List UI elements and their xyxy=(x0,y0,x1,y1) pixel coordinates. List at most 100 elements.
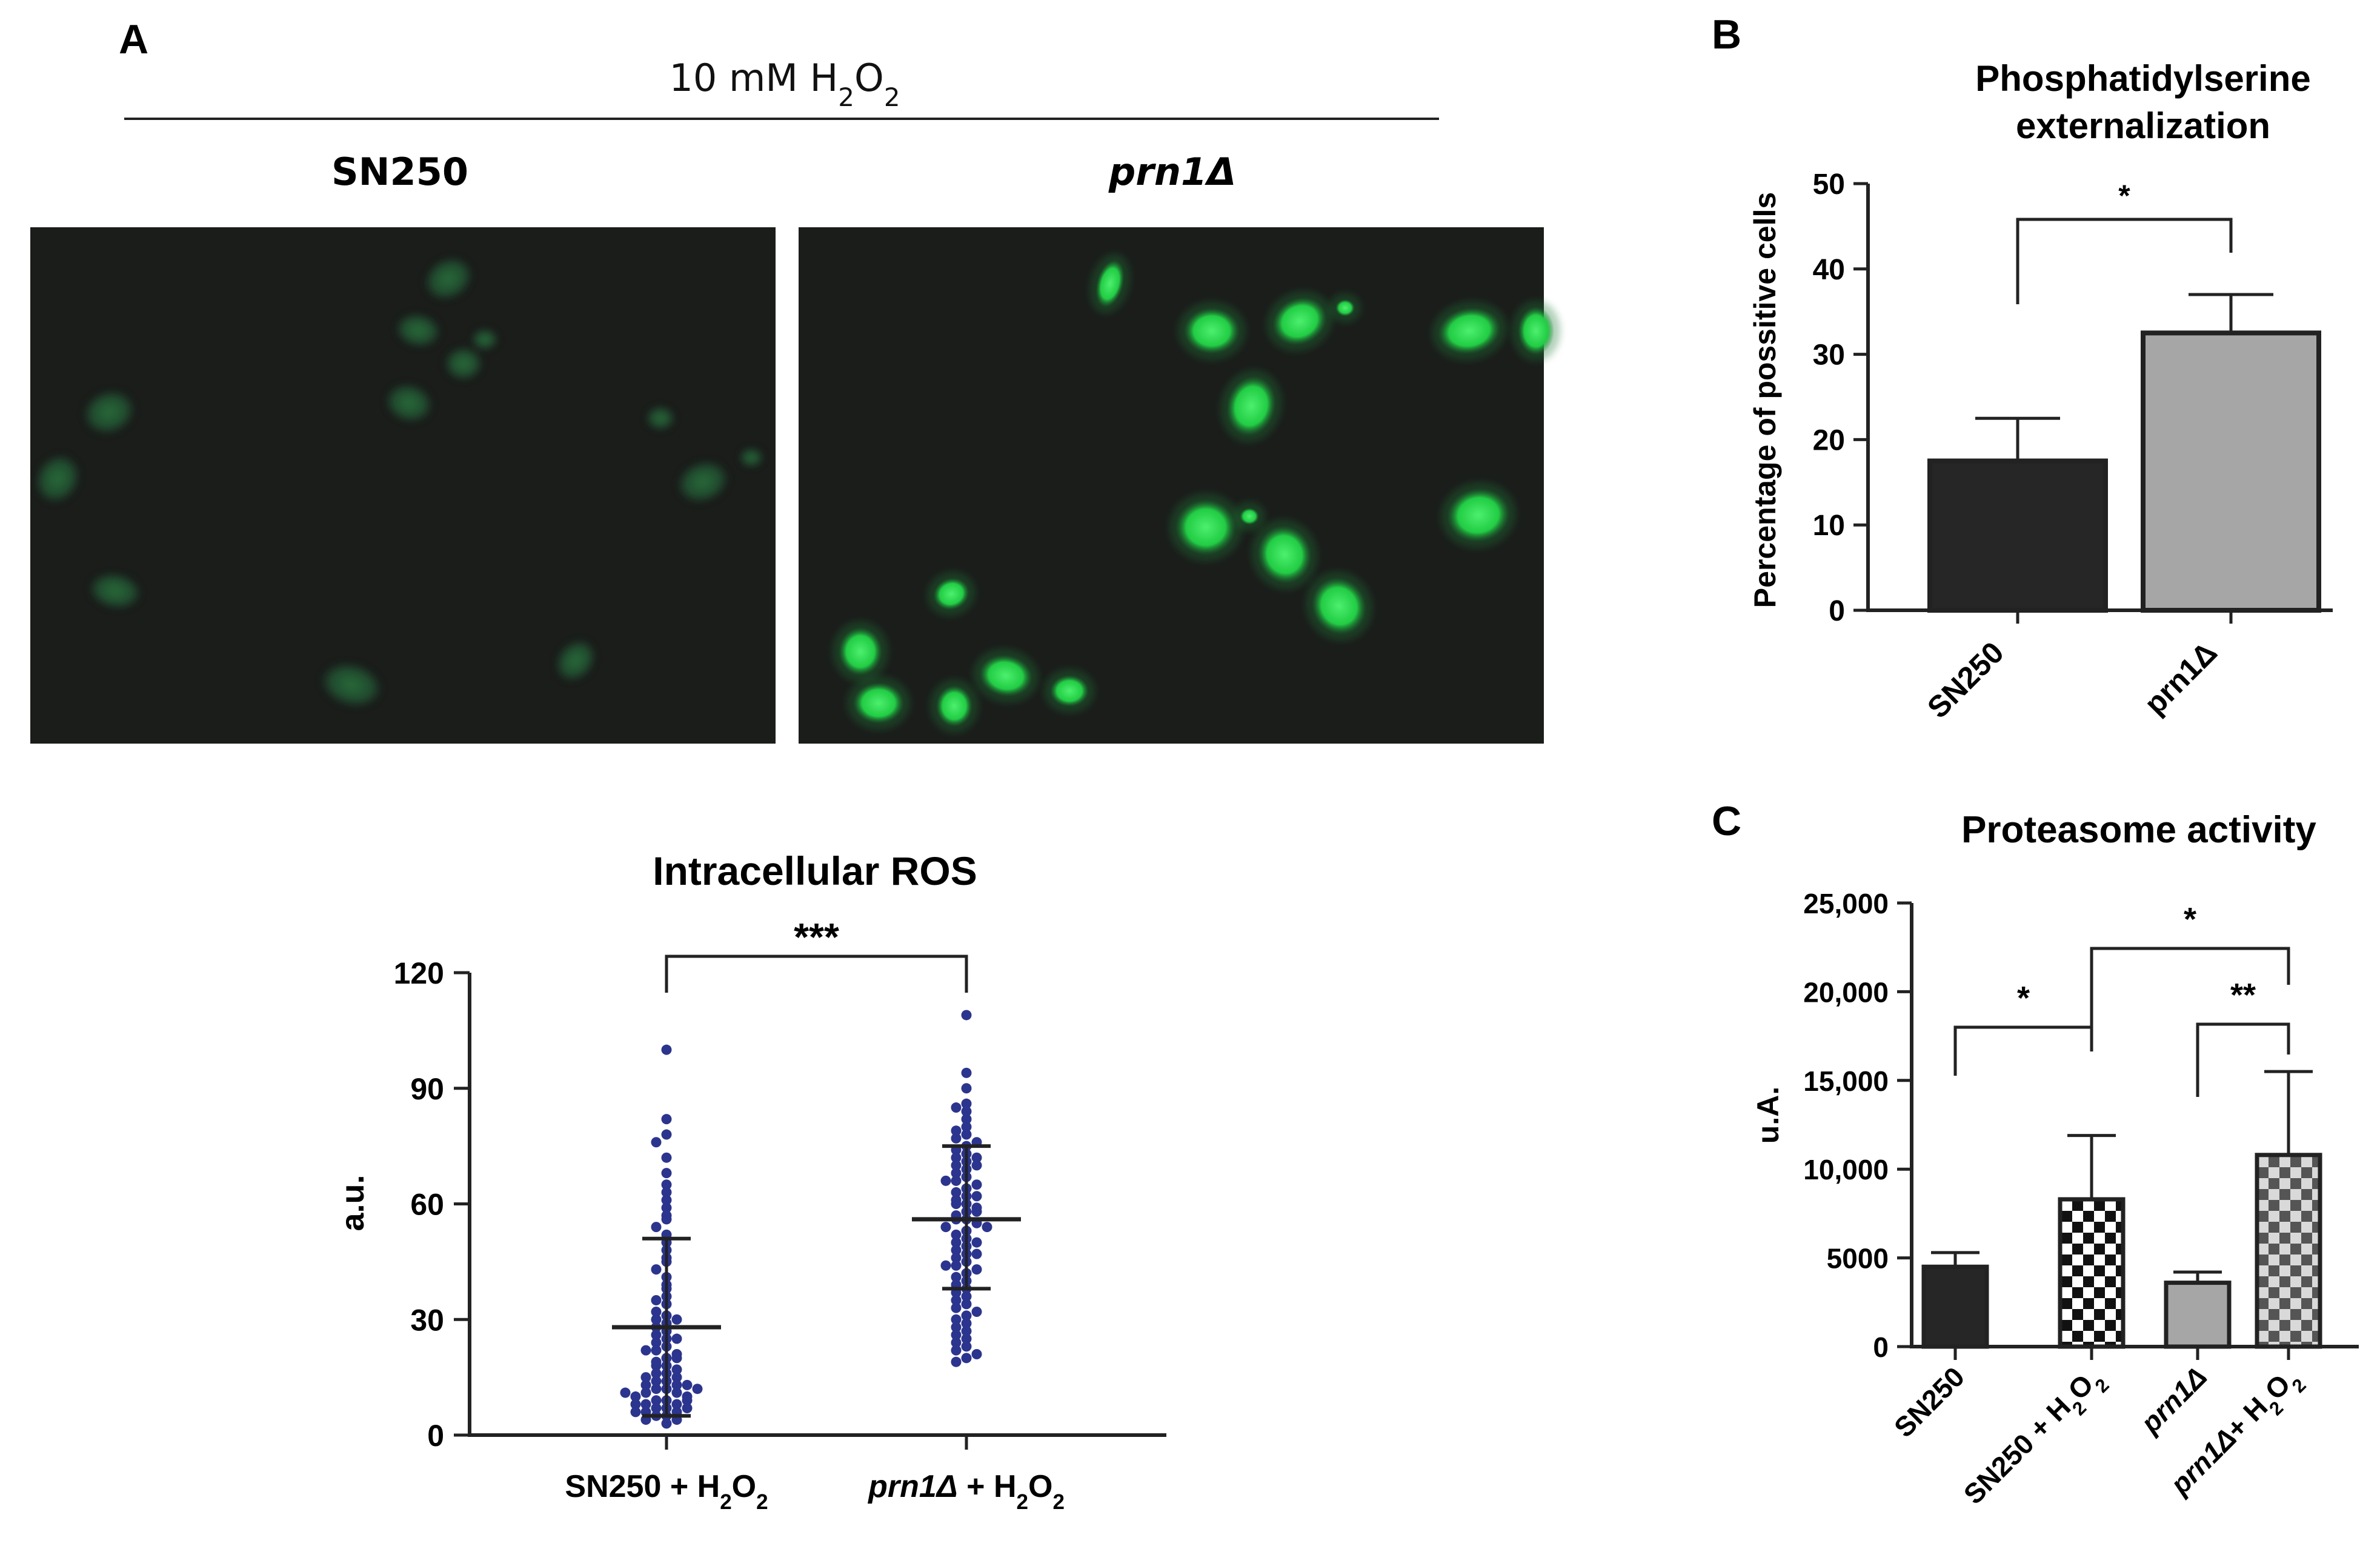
y-tick-label: 60 xyxy=(410,1188,444,1222)
cell-dim xyxy=(88,572,142,610)
data-point xyxy=(661,1194,672,1205)
data-point xyxy=(682,1379,693,1390)
y-tick-label: 0 xyxy=(1829,595,1845,627)
data-point xyxy=(951,1330,962,1341)
cell-dim xyxy=(444,347,483,381)
cell-bright xyxy=(1184,308,1240,354)
cell-bright xyxy=(1226,376,1276,436)
data-point xyxy=(671,1379,682,1390)
cell-bright xyxy=(1311,577,1367,635)
bar xyxy=(2141,330,2321,613)
data-point xyxy=(951,1302,962,1313)
y-tick-label: 40 xyxy=(1813,254,1845,286)
data-point xyxy=(671,1333,682,1344)
x-tick-label: prn1Δ xyxy=(2134,1361,2213,1440)
cell-dim xyxy=(424,256,473,301)
bar xyxy=(2255,1153,2322,1349)
significance-bracket xyxy=(2016,218,2233,304)
data-point xyxy=(661,1214,672,1225)
data-point xyxy=(951,1271,962,1282)
data-point xyxy=(961,1333,972,1344)
data-point xyxy=(951,1229,962,1240)
data-point xyxy=(951,1356,962,1367)
data-point xyxy=(651,1294,662,1305)
data-point xyxy=(640,1345,651,1356)
data-point xyxy=(961,1291,972,1302)
data-point xyxy=(971,1248,982,1259)
data-point xyxy=(971,1179,982,1190)
cell-dim xyxy=(385,383,433,423)
cell-bright xyxy=(1240,508,1259,525)
data-point xyxy=(971,1237,982,1248)
data-point xyxy=(940,1175,951,1186)
y-tick-label: 0 xyxy=(427,1419,444,1453)
y-tick-label: 120 xyxy=(394,956,444,990)
data-point xyxy=(651,1264,662,1275)
data-point xyxy=(630,1391,641,1402)
y-tick-label: 0 xyxy=(1873,1331,1889,1363)
data-point xyxy=(661,1187,672,1198)
cell-dim xyxy=(82,389,136,435)
panel-a: A 10 mM H2O2 SN250 prn1Δ xyxy=(30,16,1560,744)
y-tick-label: 5000 xyxy=(1827,1243,1889,1274)
data-point xyxy=(951,1314,962,1325)
image-left-title: SN250 xyxy=(331,150,468,194)
data-point xyxy=(651,1361,662,1371)
data-point xyxy=(682,1395,693,1406)
data-point xyxy=(671,1372,682,1383)
bar xyxy=(1927,458,2108,613)
data-point xyxy=(971,1152,982,1163)
data-point xyxy=(951,1175,962,1186)
data-point xyxy=(671,1399,682,1410)
chart-intracellular-ros: Intracellular ROS a.u. 0 30 60 90 120 SN250 + H… xyxy=(334,848,1166,1514)
cell-bright xyxy=(1335,299,1355,316)
data-point xyxy=(640,1379,651,1390)
data-point xyxy=(671,1314,682,1325)
data-point xyxy=(940,1222,951,1233)
data-point xyxy=(951,1102,962,1113)
significance-label: *** xyxy=(794,915,839,959)
cell-bright xyxy=(1050,675,1089,707)
data-point xyxy=(661,1179,672,1190)
data-point xyxy=(961,1121,972,1132)
data-point xyxy=(661,1129,672,1140)
data-point xyxy=(951,1253,962,1264)
cell-bright xyxy=(853,682,904,724)
y-tick-label: 90 xyxy=(410,1072,444,1106)
data-point xyxy=(951,1337,962,1348)
y-tick-label: 30 xyxy=(1813,339,1845,372)
cell-dim xyxy=(646,406,675,430)
data-point xyxy=(961,1083,972,1094)
cell-dim xyxy=(320,662,383,708)
cell-bright xyxy=(839,627,882,676)
data-point xyxy=(661,1168,672,1179)
bar xyxy=(1921,1264,1989,1349)
significance-label: * xyxy=(2184,901,2196,938)
data-point xyxy=(951,1160,962,1171)
x-tick-label: SN250 xyxy=(1888,1361,1970,1443)
chart-title-line-2: externalization xyxy=(2016,105,2270,146)
bar xyxy=(2164,1281,2232,1349)
data-point xyxy=(951,1168,962,1179)
cell-dim xyxy=(471,328,498,350)
data-point xyxy=(620,1387,631,1398)
data-point xyxy=(651,1345,662,1356)
data-point xyxy=(682,1402,693,1413)
micrograph-prn1 xyxy=(799,227,1560,744)
panel-a-header: 10 mM H2O2 xyxy=(669,56,900,112)
y-tick-label: 15,000 xyxy=(1803,1065,1889,1097)
data-point xyxy=(951,1187,962,1198)
micrograph-sn250 xyxy=(30,227,776,744)
chart-phosphatidylserine: Phosphatidylserine externalization Percent… xyxy=(1748,58,2333,725)
data-point xyxy=(951,1237,962,1248)
data-point xyxy=(651,1384,662,1394)
micrograph-sn250-background xyxy=(30,227,776,744)
y-axis-label: Percentage of possitive cells xyxy=(1748,192,1782,608)
data-point xyxy=(651,1314,662,1325)
cell-bright xyxy=(1518,307,1554,355)
cell-dim xyxy=(739,448,763,467)
significance-bracket xyxy=(2090,947,2290,1027)
significance-bracket xyxy=(1953,1025,2093,1076)
data-point xyxy=(961,1325,972,1336)
cell-bright xyxy=(936,685,972,727)
